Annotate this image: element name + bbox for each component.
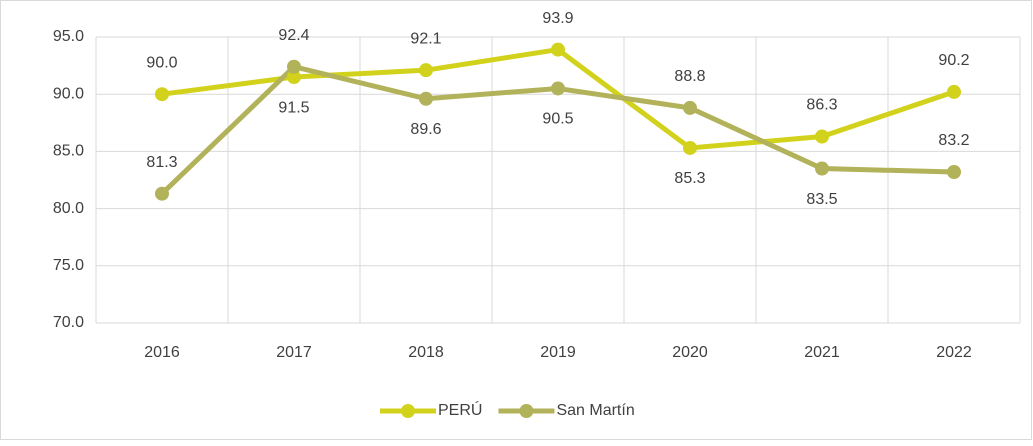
y-tick-label: 95.0 (53, 28, 84, 45)
data-label: 83.5 (806, 191, 837, 208)
x-tick-label: 2020 (672, 344, 708, 361)
data-label: 90.2 (938, 52, 969, 69)
y-tick-label: 85.0 (53, 143, 84, 160)
x-tick-label: 2017 (276, 344, 312, 361)
data-label: 81.3 (146, 154, 177, 171)
data-point (287, 59, 301, 74)
y-tick-label: 80.0 (53, 200, 84, 217)
data-label: 86.3 (806, 97, 837, 114)
data-point (947, 164, 961, 179)
x-tick-label: 2022 (936, 344, 972, 361)
data-label: 90.5 (542, 111, 573, 128)
legend-marker (519, 404, 534, 418)
legend-label: PERÚ (438, 400, 482, 419)
y-tick-label: 75.0 (53, 257, 84, 274)
data-label: 92.4 (278, 27, 309, 44)
y-tick-label: 70.0 (53, 314, 84, 331)
data-point (815, 129, 829, 144)
data-point (683, 100, 697, 115)
x-tick-label: 2019 (540, 344, 576, 361)
y-tick-label: 90.0 (53, 85, 84, 102)
data-point (551, 81, 565, 96)
data-label: 91.5 (278, 99, 309, 116)
data-point (155, 186, 169, 201)
data-label: 88.8 (674, 68, 705, 85)
data-point (815, 161, 829, 176)
data-point (155, 87, 169, 102)
x-tick-label: 2016 (144, 344, 180, 361)
x-tick-label: 2021 (804, 344, 840, 361)
data-label: 92.1 (410, 30, 441, 47)
data-label: 89.6 (410, 121, 441, 138)
data-point (419, 63, 433, 78)
data-point (551, 42, 565, 57)
data-label: 90.0 (146, 54, 177, 71)
data-label: 93.9 (542, 10, 573, 27)
legend-marker (401, 404, 415, 418)
data-point (683, 140, 697, 155)
data-point (947, 84, 961, 99)
data-point (287, 70, 301, 85)
data-label: 85.3 (674, 170, 705, 187)
x-tick-label: 2018 (408, 344, 444, 361)
data-point (419, 91, 433, 106)
legend-label: San Martín (556, 402, 634, 419)
data-label: 83.2 (938, 132, 969, 149)
